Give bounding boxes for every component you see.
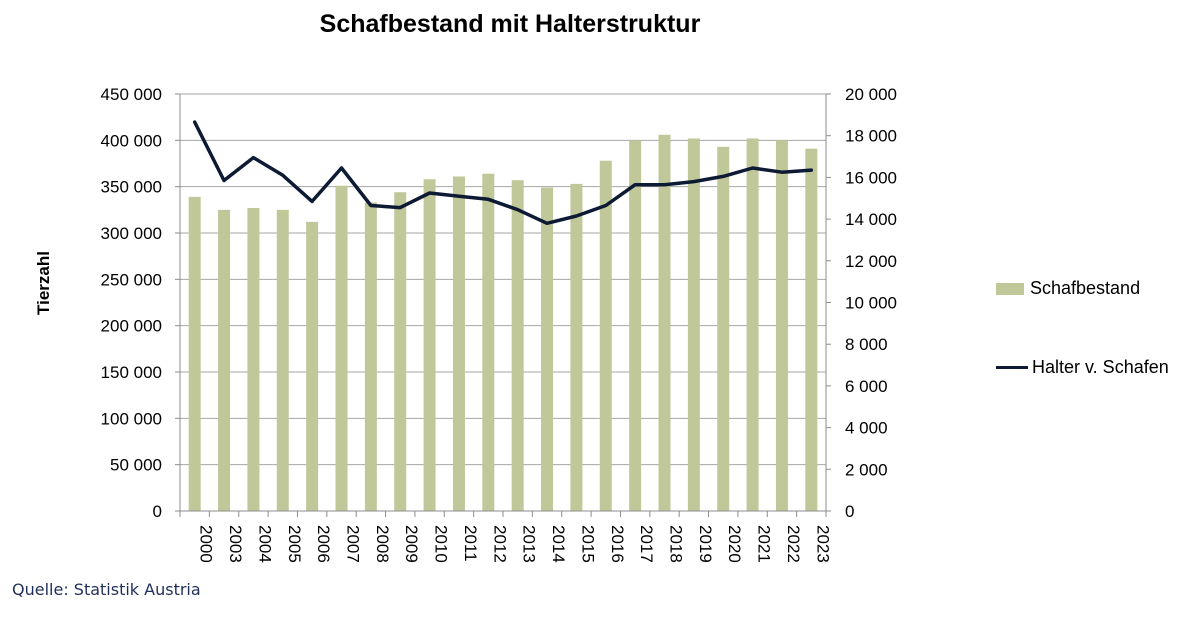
x-tick-label: 2009 [402,525,421,563]
bar [188,196,201,512]
right-tick-label: 14 000 [845,210,897,229]
right-axis-tick-labels: 0 2 000 4 000 6 000 8 000 10 000 12 000 14 000 1… [845,85,897,521]
bar [394,192,407,511]
right-tick-label: 2 000 [845,460,888,479]
bar [218,209,231,512]
left-tick-label: 50 000 [110,456,162,475]
bar [629,140,642,512]
right-tick-label: 6 000 [845,377,888,396]
right-tick-label: 16 000 [845,168,897,187]
line-series [192,120,814,226]
bar [423,179,436,511]
bar [775,140,788,512]
left-tick-label: 450 000 [101,85,162,104]
left-tick-label: 350 000 [101,178,162,197]
bar [276,209,289,512]
bar [599,160,612,511]
x-tick-label: 2014 [549,525,568,563]
right-tick-label: 4 000 [845,419,888,438]
x-tick-label: 2023 [813,525,832,563]
x-tick-label: 2017 [637,525,656,563]
y-axis-label: Tierzahl [34,251,53,315]
bar [746,138,759,512]
x-tick-label: 2003 [226,525,245,563]
x-tick-label: 2000 [197,525,216,563]
legend-swatch-line [996,366,1028,369]
right-tick-label: 10 000 [845,294,897,313]
bar [452,176,465,511]
x-tick-label: 2010 [432,525,451,563]
legend-label-bar: Schafbestand [1030,278,1141,298]
left-tick-label: 300 000 [101,224,162,243]
legend-label-line: Halter v. Schafen [1032,357,1169,377]
x-tick-label: 2007 [344,525,363,563]
x-tick-label: 2020 [725,525,744,563]
x-tick-label: 2016 [608,525,627,563]
line-halter [192,120,814,226]
right-tick-label: 18 000 [845,127,897,146]
legend-item-line: Halter v. Schafen [996,357,1169,378]
bar [335,185,348,512]
x-tick-label: 2012 [490,525,509,563]
bar [541,187,554,512]
bar [306,221,319,511]
right-tick-label: 0 [845,502,854,521]
bar [805,148,818,511]
source-note: Quelle: Statistik Austria [12,580,201,599]
right-tick-label: 12 000 [845,252,897,271]
legend-swatch-bar [996,282,1024,295]
x-tick-label: 2021 [755,525,774,563]
x-tick-label: 2018 [667,525,686,563]
x-tick-label: 2005 [285,525,304,563]
left-axis-tick-labels: 0 50 000 100 000 150 000 200 000 250 000 300 0… [101,85,162,521]
x-tick-label: 2006 [314,525,333,563]
x-axis-tick-labels: 2000 2003 2004 2005 2006 2007 2008 2009 2010 2011… [197,525,833,563]
left-tick-label: 200 000 [101,317,162,336]
x-tick-label: 2013 [520,525,539,563]
x-tick-label: 2015 [578,525,597,563]
bar-series [188,134,818,512]
left-tick-label: 400 000 [101,131,162,150]
right-tick-label: 8 000 [845,335,888,354]
x-tick-label: 2004 [255,525,274,563]
legend-item-bar: Schafbestand [996,278,1140,299]
x-tick-label: 2011 [461,525,480,562]
bar [570,183,583,512]
x-tick-label: 2008 [373,525,392,563]
bar [687,138,700,512]
left-tick-label: 100 000 [101,409,162,428]
bar [247,207,260,512]
x-tick-label: 2022 [784,525,803,563]
bar [511,180,524,511]
bar [717,146,730,511]
bar [482,173,495,511]
left-tick-label: 0 [153,502,162,521]
axes [175,93,831,517]
chart-title: Schafbestand mit Halterstruktur [319,10,701,38]
bar [658,134,671,512]
left-tick-label: 250 000 [101,270,162,289]
left-tick-label: 150 000 [101,363,162,382]
x-tick-label: 2019 [696,525,715,563]
right-tick-label: 20 000 [845,85,897,104]
bar [364,202,377,512]
